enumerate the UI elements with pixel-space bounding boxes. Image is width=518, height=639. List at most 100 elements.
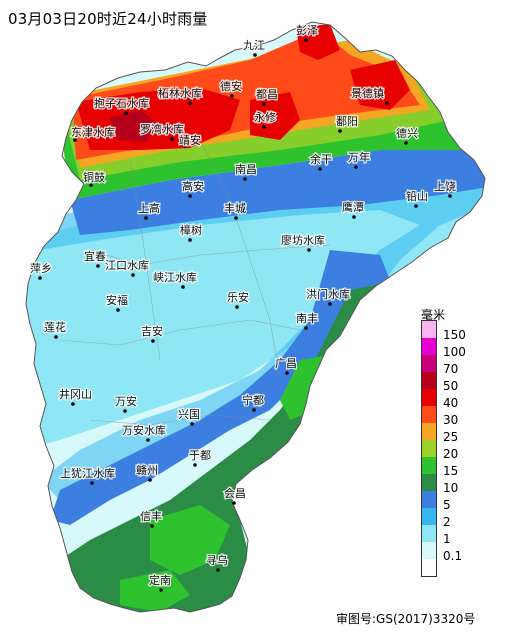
city-duchang[interactable]: 都昌 [255,87,279,106]
city-marker-icon [170,137,174,141]
city-dingnan[interactable]: 定南 [148,572,172,592]
city-gaoan[interactable]: 高安 [181,178,205,198]
city-marker-icon [304,38,308,42]
city-label: 罗湾水库 [140,122,184,136]
city-anfu[interactable]: 安福 [105,292,129,312]
band-25mm-south-edge [78,595,95,612]
rainfall-bands [26,24,485,612]
city-nanchang[interactable]: 南昌 [234,162,258,181]
city-wanan_res[interactable]: 万安水库 [121,422,167,442]
legend-tick-label: 40 [443,395,459,410]
city-marker-icon [232,501,236,505]
city-marker-icon [124,111,128,115]
city-yongxiu[interactable]: 永修 [253,109,277,129]
city-nanfeng[interactable]: 南丰 [295,311,319,330]
city-jingan[interactable]: 靖安 [178,132,203,149]
city-poyang[interactable]: 鄱阳 [335,114,359,133]
city-marker-icon [144,216,148,220]
city-marker-icon [252,408,256,412]
city-ganzhou[interactable]: 赣州 [135,462,159,482]
city-baozi[interactable]: 抱子石水库 [93,95,150,115]
city-marker-icon [190,422,194,426]
city-wannian[interactable]: 万年 [347,149,371,169]
city-yudu[interactable]: 于都 [188,448,212,467]
city-marker-icon [188,194,192,198]
city-label: 上高 [138,201,160,215]
legend-swatch [422,440,436,457]
city-wanan[interactable]: 万安 [114,393,138,413]
city-guangchang[interactable]: 广昌 [274,356,298,375]
city-fengcheng[interactable]: 丰城 [223,201,247,220]
city-qianshan[interactable]: 铅山 [405,188,429,208]
city-label: 定南 [149,573,171,587]
city-label: 吉安 [141,324,163,338]
city-ningdu[interactable]: 宁都 [241,392,265,412]
city-shangyou[interactable]: 上犹江水库 [59,466,116,485]
city-tonggu[interactable]: 铜鼓 [82,169,106,187]
city-marker-icon [414,204,418,208]
city-lean[interactable]: 乐安 [226,289,250,309]
city-shangrao[interactable]: 上饶 [433,179,457,198]
city-label: 余干 [310,152,332,166]
city-xunwu[interactable]: 寻乌 [205,552,229,572]
city-label: 德兴 [396,126,418,140]
city-dexing[interactable]: 德兴 [395,125,419,145]
city-jiujiang[interactable]: 九江 [242,38,266,57]
band-50mm-core [110,110,160,142]
city-label: 廖坊水库 [281,233,325,247]
city-jian[interactable]: 吉安 [140,323,164,343]
city-luowan[interactable]: 罗湾水库 [139,121,185,141]
legend-swatch [422,474,436,491]
city-marker-icon [352,215,356,219]
city-yingtan[interactable]: 鹰潭 [341,199,365,219]
city-label: 九江 [243,39,265,52]
city-marker-icon [262,125,266,129]
city-marker-icon [243,177,247,181]
city-pingxiang[interactable]: 萍乡 [29,261,53,280]
city-label: 上饶 [434,180,456,193]
legend-swatch [422,542,436,559]
city-marker-icon [304,326,308,330]
legend-unit: 毫米 [421,308,446,322]
city-label: 鹰潭 [342,200,364,214]
city-huichang[interactable]: 会昌 [223,486,247,505]
city-yichun[interactable]: 宜春 [83,248,107,268]
legend-tick-label: 150 [443,327,466,342]
city-xingguo[interactable]: 兴国 [177,407,201,426]
city-jinggangshan[interactable]: 井冈山 [58,386,93,406]
city-hongmen[interactable]: 洪门水库 [305,286,351,306]
city-xiajiang[interactable]: 峡江水库 [152,269,198,289]
city-label: 丰城 [224,202,246,215]
city-label: 抱子石水库 [94,96,149,110]
city-liaofang[interactable]: 廖坊水库 [280,232,326,252]
band-5mm-south [50,250,390,525]
city-shanggao[interactable]: 上高 [137,200,161,220]
city-zhelin[interactable]: 柘林水库 [157,85,203,105]
city-marker-icon [230,94,234,98]
city-label: 永修 [254,110,276,124]
city-marker-icon [448,194,452,198]
city-marker-icon [89,183,93,187]
city-jingdezhen[interactable]: 景德镇 [350,85,389,105]
city-zhangshu[interactable]: 樟树 [179,222,203,242]
legend-swatch [422,491,436,508]
city-marker-icon [285,371,289,375]
city-marker-icon [183,144,187,148]
city-marker-icon [150,524,154,528]
city-marker-icon [146,438,150,442]
city-dean[interactable]: 德安 [219,78,243,98]
city-label: 萍乡 [30,262,52,275]
city-yugan[interactable]: 余干 [309,151,333,171]
city-label: 景德镇 [351,86,384,100]
city-dongjin[interactable]: 东津水库 [70,125,116,142]
city-label: 靖安 [179,133,201,147]
city-label: 于都 [189,449,211,462]
city-pengze[interactable]: 彭泽 [295,22,319,42]
city-marker-icon [307,248,311,252]
city-jiangkou[interactable]: 江口水库 [104,258,150,277]
city-xinfeng[interactable]: 信丰 [139,509,163,528]
city-lianhua[interactable]: 莲花 [43,320,67,339]
legend-swatch [422,338,436,355]
legend-swatch [422,389,436,406]
